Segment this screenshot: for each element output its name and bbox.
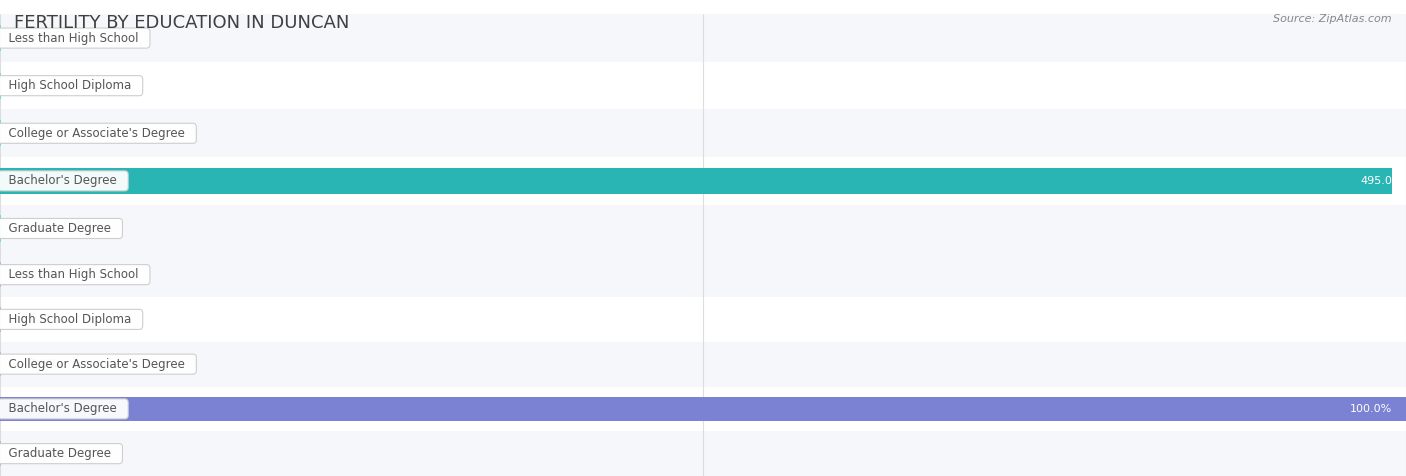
Text: 495.0: 495.0 <box>1360 176 1392 186</box>
Text: 0.0: 0.0 <box>30 80 48 91</box>
Bar <box>0 25 1 51</box>
Text: Less than High School: Less than High School <box>1 268 146 281</box>
Text: High School Diploma: High School Diploma <box>1 79 139 92</box>
Text: Source: ZipAtlas.com: Source: ZipAtlas.com <box>1274 14 1392 24</box>
Bar <box>0 109 1406 157</box>
Bar <box>0 262 1 287</box>
Text: Less than High School: Less than High School <box>1 31 146 45</box>
Text: College or Associate's Degree: College or Associate's Degree <box>1 357 193 371</box>
Bar <box>0 352 1 377</box>
Text: 0.0: 0.0 <box>30 128 48 139</box>
Text: Bachelor's Degree: Bachelor's Degree <box>1 402 125 416</box>
Bar <box>0 120 1 147</box>
Text: Graduate Degree: Graduate Degree <box>1 222 120 235</box>
Text: FERTILITY BY EDUCATION IN DUNCAN: FERTILITY BY EDUCATION IN DUNCAN <box>14 14 350 32</box>
Text: College or Associate's Degree: College or Associate's Degree <box>1 127 193 140</box>
Text: 100.0%: 100.0% <box>1350 404 1392 414</box>
Text: 0.0: 0.0 <box>30 33 48 43</box>
Text: 0.0%: 0.0% <box>30 314 58 325</box>
Text: High School Diploma: High School Diploma <box>1 313 139 326</box>
Bar <box>0 215 1 242</box>
Bar <box>0 62 1406 109</box>
Text: 0.0%: 0.0% <box>30 359 58 369</box>
Bar <box>0 397 1406 421</box>
Bar <box>0 157 1406 205</box>
Bar <box>0 387 1406 431</box>
Bar <box>0 342 1406 387</box>
Text: 0.0: 0.0 <box>30 223 48 234</box>
Text: 0.0%: 0.0% <box>30 448 58 459</box>
Bar <box>0 441 1 466</box>
Bar <box>0 168 1392 194</box>
Text: 0.0%: 0.0% <box>30 269 58 280</box>
Bar <box>0 205 1406 252</box>
Bar <box>0 297 1406 342</box>
Text: Graduate Degree: Graduate Degree <box>1 447 120 460</box>
Bar <box>0 73 1 99</box>
Bar <box>0 307 1 332</box>
Bar <box>0 431 1406 476</box>
Bar <box>0 252 1406 297</box>
Bar <box>0 14 1406 62</box>
Text: Bachelor's Degree: Bachelor's Degree <box>1 174 125 188</box>
